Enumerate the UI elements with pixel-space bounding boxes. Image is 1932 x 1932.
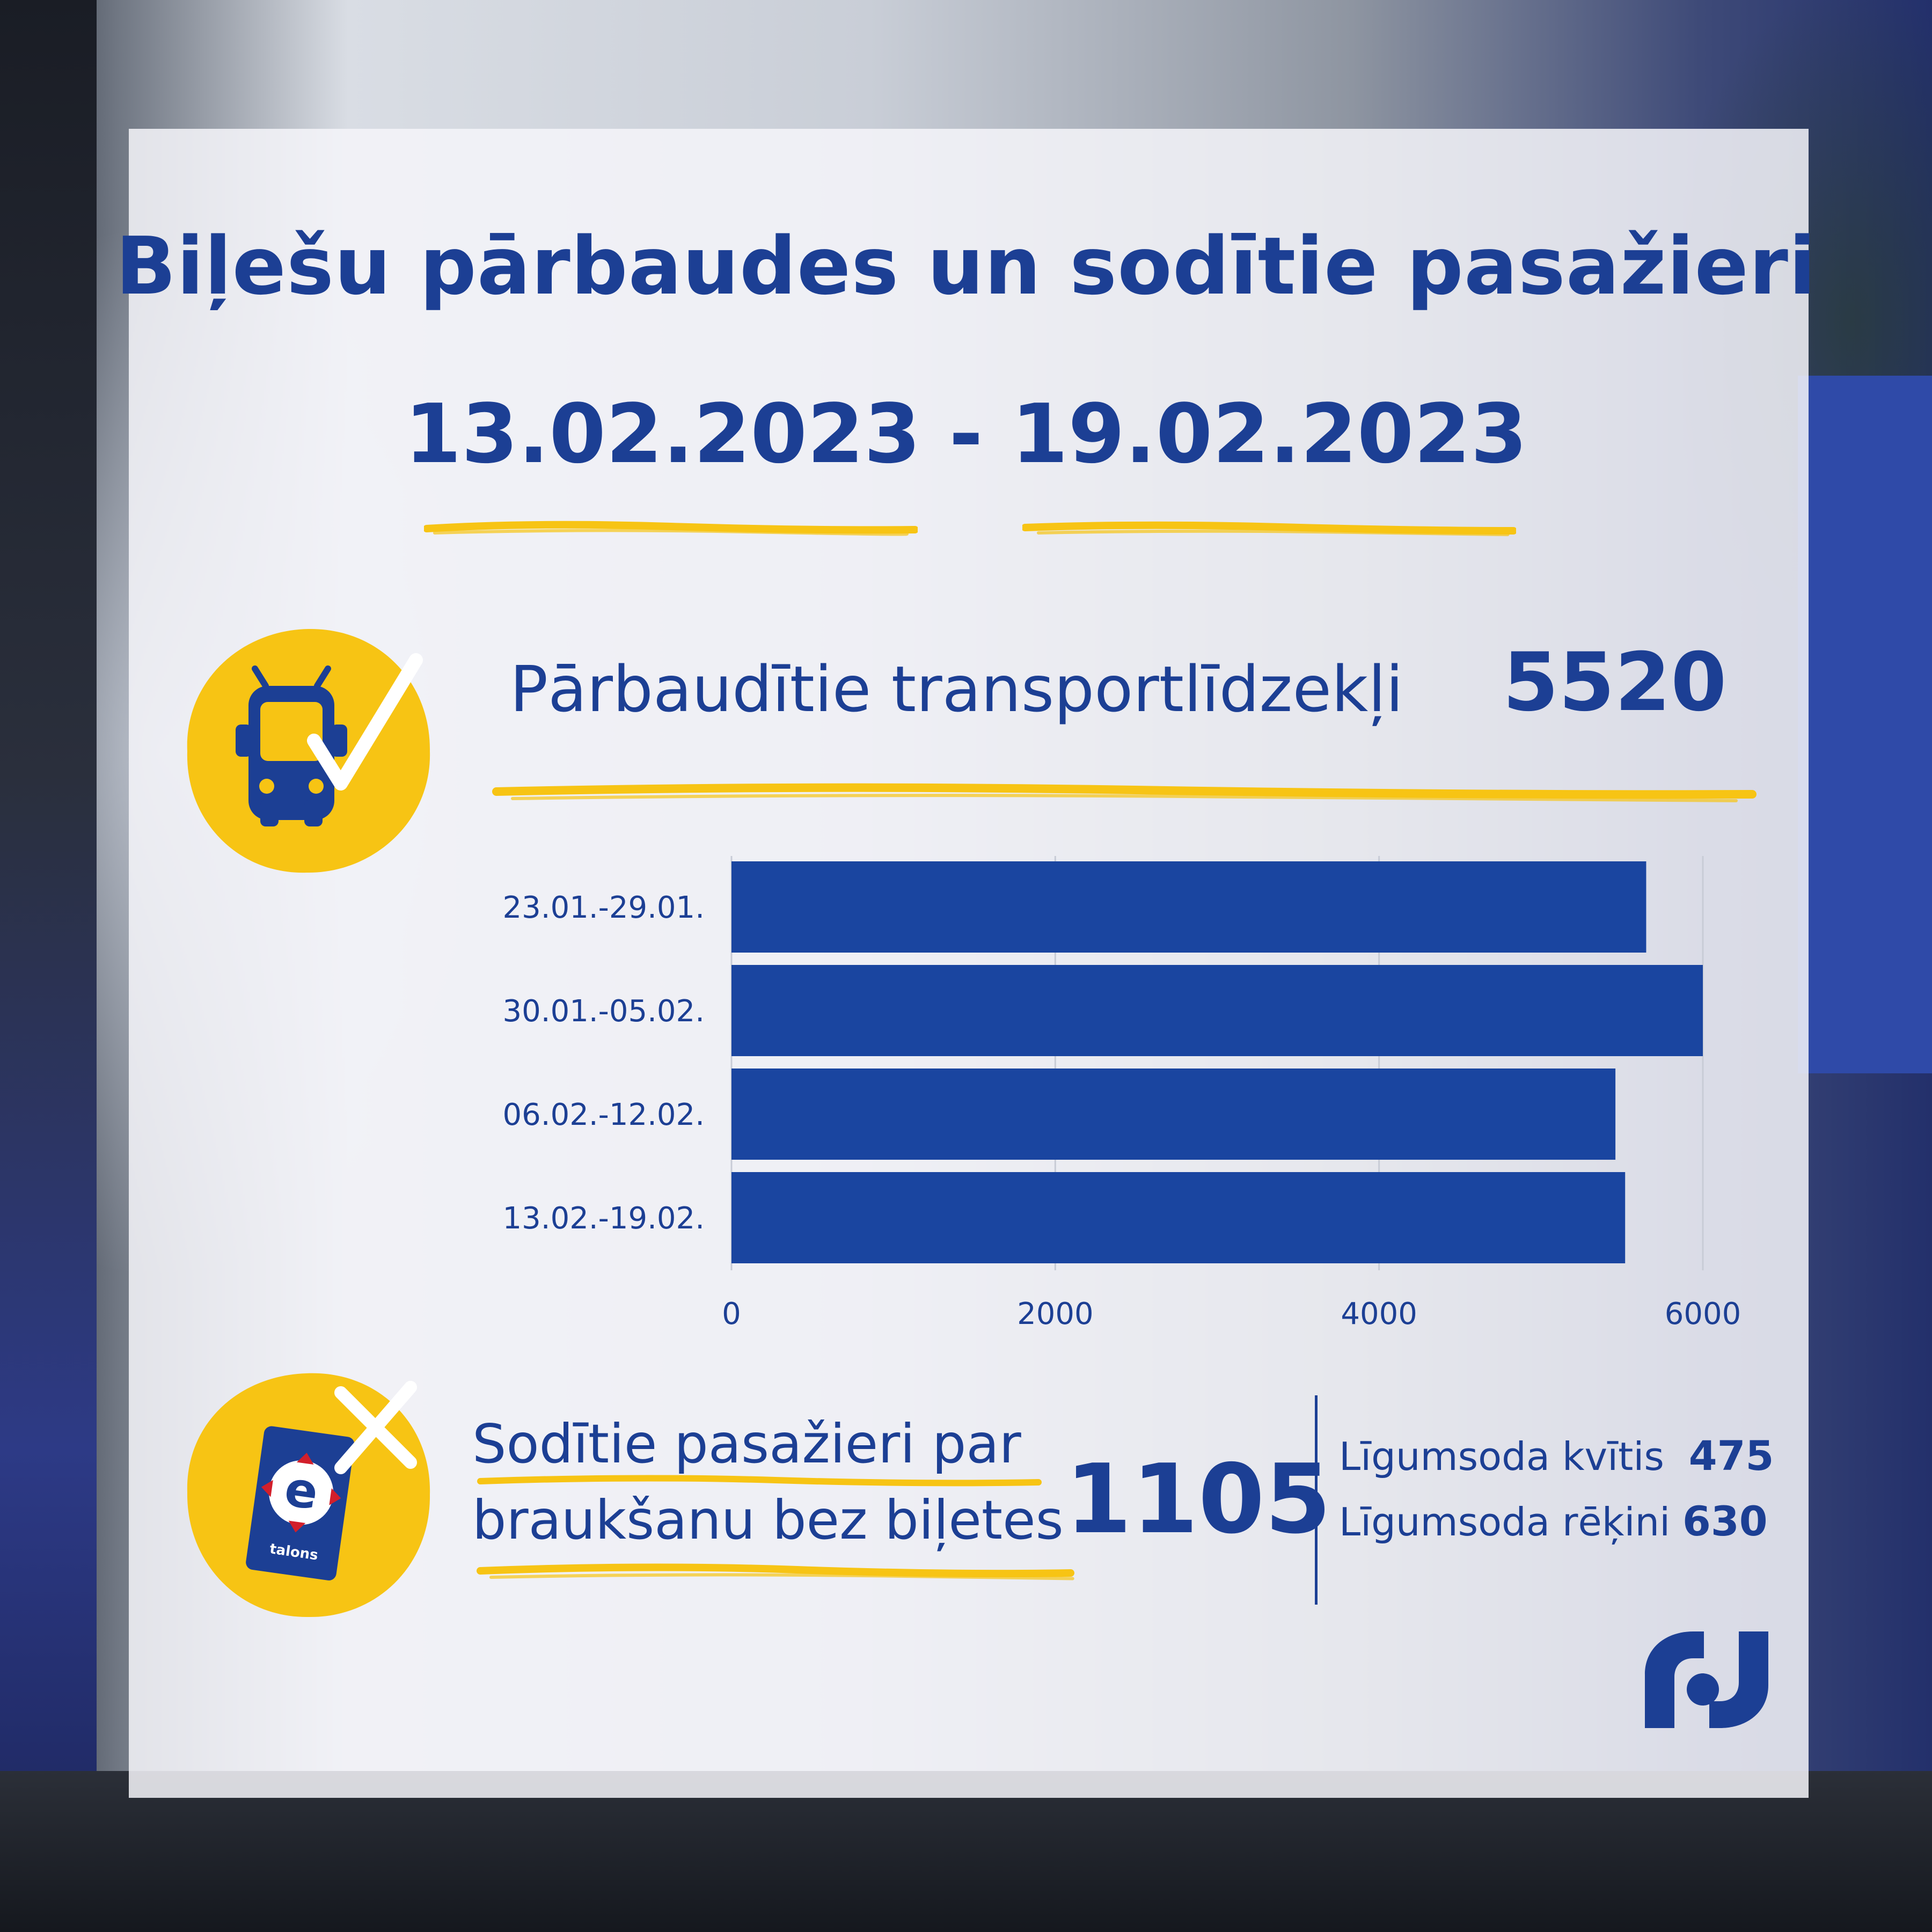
date-range: 13.02.2023 - 19.02.2023 xyxy=(404,386,1528,481)
fine-row-invoices: Līgumsoda rēķini 630 xyxy=(1339,1497,1768,1545)
background-panel-blue xyxy=(1798,376,1932,1073)
background-door-frame xyxy=(0,0,97,1932)
page-title: Biļešu pārbaudes un sodītie pasažieri xyxy=(115,220,1817,312)
fined-label-line1: Sodītie pasažieri par xyxy=(472,1413,1021,1475)
bar-23.01.-29.01. xyxy=(731,861,1646,953)
bar-13.02.-19.02. xyxy=(731,1172,1626,1263)
date-underline-right xyxy=(1022,521,1516,537)
fined-passengers-value: 1105 xyxy=(1065,1444,1331,1555)
x-tick-label: 6000 xyxy=(1665,1297,1741,1331)
background-floor xyxy=(0,1771,1932,1932)
bar-30.01.-05.02. xyxy=(731,965,1703,1056)
vertical-divider xyxy=(1315,1395,1318,1605)
fine-invoices-label: Līgumsoda rēķini xyxy=(1339,1499,1671,1545)
etalons-card-cross-icon: e talons xyxy=(187,1373,430,1618)
fine-invoices-value: 630 xyxy=(1682,1497,1768,1545)
category-label: 23.01.-29.01. xyxy=(503,890,705,925)
svg-text:e: e xyxy=(281,1461,321,1521)
fine-row-receipts: Līgumsoda kvītis 475 xyxy=(1339,1432,1774,1480)
bus-check-icon xyxy=(187,628,430,873)
x-tick-label: 4000 xyxy=(1341,1297,1417,1331)
fined-passengers-label: Sodītie pasažieri par braukšanu bez biļe… xyxy=(472,1406,1089,1558)
category-label: 30.01.-05.02. xyxy=(503,994,705,1029)
date-underline-left xyxy=(424,521,918,536)
x-tick-label: 0 xyxy=(722,1297,741,1331)
checked-vehicles-label: Pārbaudītie transportlīdzekļi xyxy=(510,652,1403,726)
fined-underline-1 xyxy=(477,1475,1042,1487)
fined-label-line2: braukšanu bez biļetes xyxy=(472,1489,1064,1552)
checked-vehicles-value: 5520 xyxy=(1503,636,1727,729)
rigas-satiksme-logo xyxy=(1645,1631,1768,1728)
fined-underline-2 xyxy=(477,1563,1074,1580)
checked-underline xyxy=(492,783,1757,802)
fine-receipts-value: 475 xyxy=(1688,1432,1774,1480)
bar-06.02.-12.02. xyxy=(731,1069,1616,1160)
x-tick-label: 2000 xyxy=(1017,1297,1094,1331)
category-label: 06.02.-12.02. xyxy=(503,1097,705,1132)
fine-receipts-label: Līgumsoda kvītis xyxy=(1339,1434,1664,1479)
category-label: 13.02.-19.02. xyxy=(503,1201,705,1236)
